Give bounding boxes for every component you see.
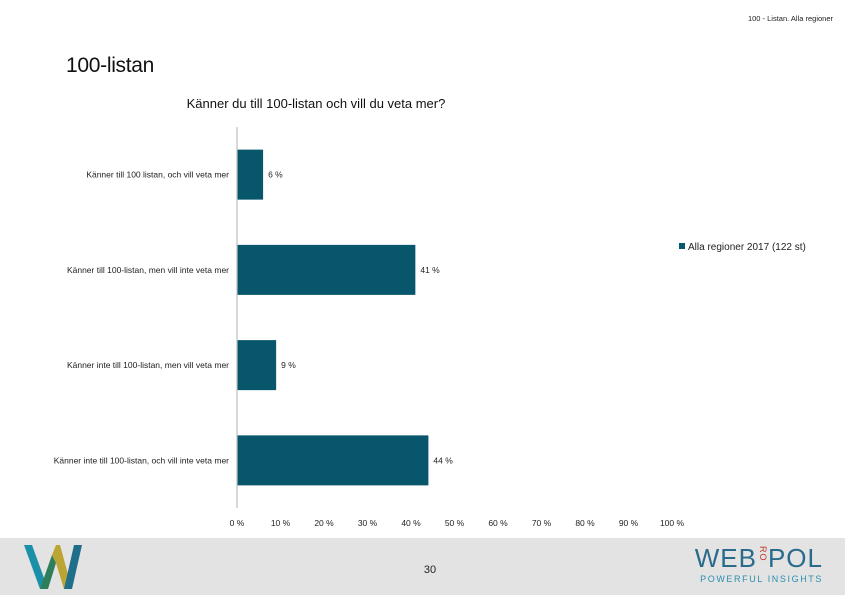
brand-name-right: POL (767, 543, 823, 573)
brand-name-ro: RO (757, 545, 768, 562)
bar (237, 340, 277, 391)
data-label: 41 % (420, 265, 440, 275)
bar (237, 435, 429, 486)
x-tick-label: 80 % (575, 518, 595, 528)
brand-tagline: POWERFUL INSIGHTS (700, 574, 823, 584)
page-number: 30 (423, 564, 437, 576)
x-tick-label: 30 % (358, 518, 378, 528)
category-label: Känner inte till 100-listan, men vill ve… (67, 360, 229, 370)
data-label: 6 % (268, 170, 283, 180)
x-tick-label: 10 % (271, 518, 291, 528)
x-tick-label: 0 % (230, 518, 245, 528)
x-tick-label: 50 % (445, 518, 465, 528)
category-label: Känner till 100-listan, men vill inte ve… (67, 265, 229, 275)
x-tick-label: 70 % (532, 518, 552, 528)
x-tick-label: 40 % (401, 518, 421, 528)
category-label: Känner till 100 listan, och vill veta me… (86, 170, 229, 180)
footer: 30 WEBROPOL POWERFUL INSIGHTS (0, 538, 845, 595)
bar (237, 149, 264, 200)
page-title: 100-listan (66, 54, 155, 77)
x-tick-label: 100 % (660, 518, 685, 528)
header-report-title: 100 - Listan. Alla regioner (747, 14, 833, 23)
x-tick-label: 60 % (488, 518, 508, 528)
data-label: 44 % (433, 455, 453, 465)
bar-chart: Känner du till 100-listan och vill du ve… (54, 96, 806, 528)
legend-swatch (679, 243, 685, 249)
bar (237, 244, 416, 295)
category-label: Känner inte till 100-listan, och vill in… (54, 455, 229, 465)
data-label: 9 % (281, 360, 296, 370)
x-tick-label: 90 % (619, 518, 639, 528)
chart-title: Känner du till 100-listan och vill du ve… (187, 96, 446, 111)
webropol-logo: WEBROPOL POWERFUL INSIGHTS (695, 544, 823, 584)
w-logo-icon (22, 543, 84, 596)
legend-label: Alla regioner 2017 (122 st) (688, 242, 806, 253)
brand-name-left: WEB (694, 543, 757, 573)
x-tick-label: 20 % (314, 518, 334, 528)
